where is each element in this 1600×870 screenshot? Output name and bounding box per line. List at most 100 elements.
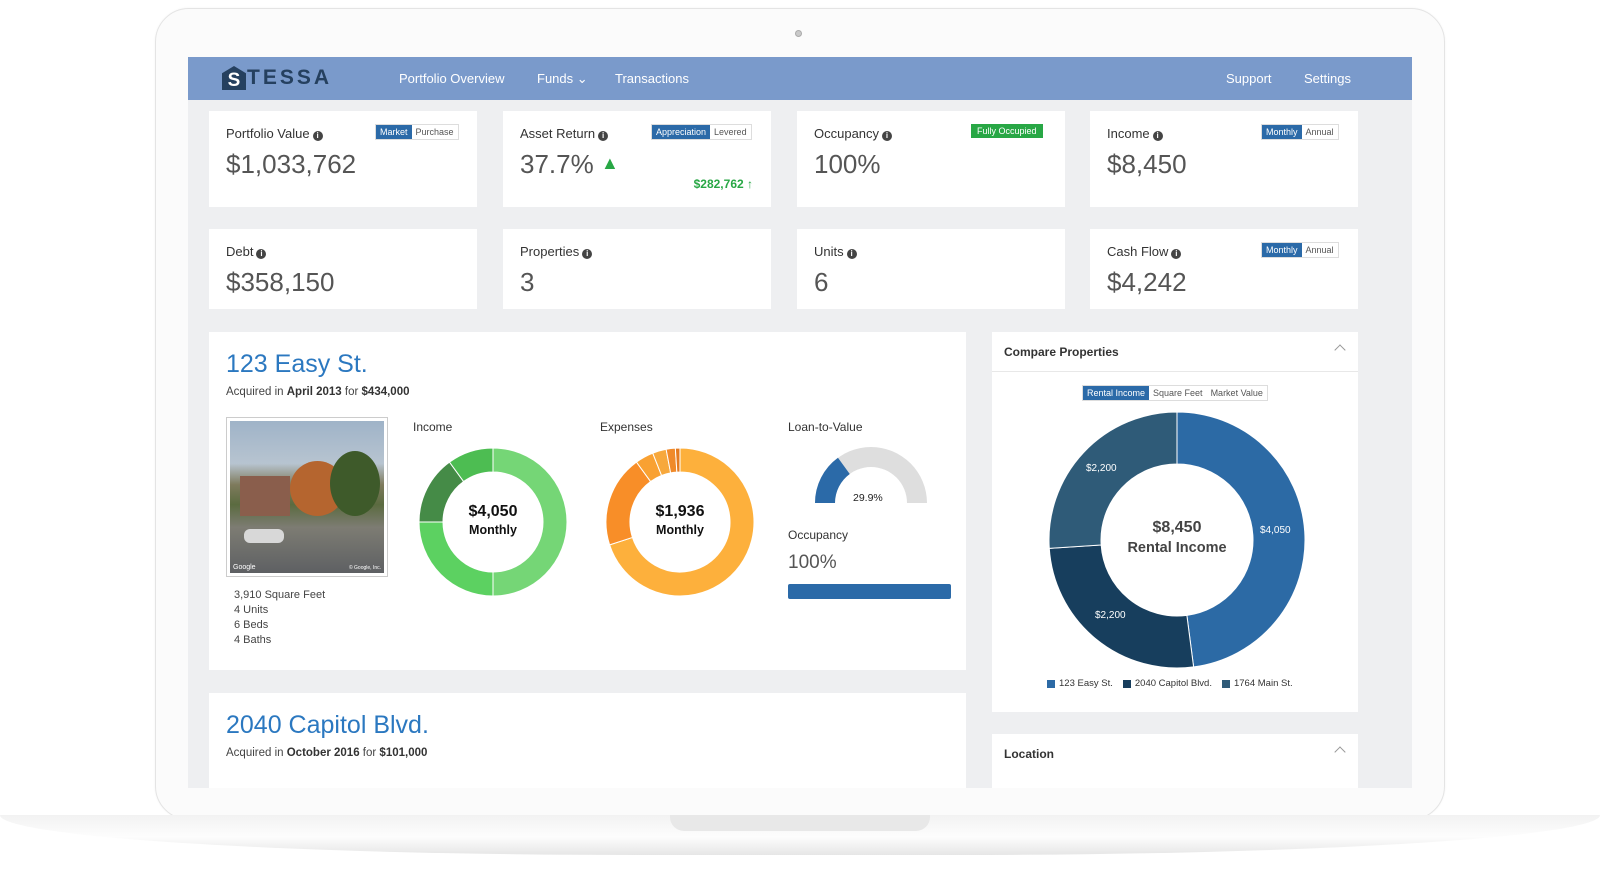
asset-return-card: Asset Return i 37.7% ▲ Appreciation Lever…: [503, 111, 771, 207]
chevron-up-icon[interactable]: [1334, 344, 1346, 356]
ltv-value: 29.9%: [853, 492, 883, 504]
laptop-notch: [670, 815, 930, 831]
toggle-monthly[interactable]: Monthly: [1262, 125, 1302, 139]
compare-slice[interactable]: [1176, 411, 1306, 668]
property-acquired: Acquired in October 2016 for $101,000: [226, 747, 428, 759]
properties-card: Properties i 3: [503, 229, 771, 309]
stat-label: Debt i: [226, 244, 267, 259]
stat-label: Properties i: [520, 244, 593, 259]
stat-label: Income i: [1107, 126, 1163, 141]
expenses-donut-chart[interactable]: [605, 447, 755, 597]
nav-portfolio-overview[interactable]: Portfolio Overview: [399, 71, 505, 86]
compare-slice[interactable]: [1048, 544, 1195, 669]
toggle-rental-income[interactable]: Rental Income: [1083, 386, 1150, 400]
cash-flow-card: Cash Flow i $4,242 Monthly Annual: [1090, 229, 1358, 309]
toggle-monthly[interactable]: Monthly: [1262, 243, 1302, 257]
debt-card: Debt i $358,150: [209, 229, 477, 309]
occupancy-bar-track: [788, 584, 951, 599]
logo-house-icon: S: [222, 66, 246, 90]
spec-square-feet: 3,910 Square Feet: [234, 589, 326, 601]
compare-donut-chart[interactable]: [1047, 410, 1307, 670]
stat-value: $4,242: [1107, 267, 1187, 297]
info-icon[interactable]: i: [256, 249, 267, 259]
ltv-gauge-track: [815, 447, 927, 503]
cash-flow-toggle: Monthly Annual: [1261, 242, 1339, 258]
nav-support[interactable]: Support: [1226, 71, 1272, 86]
portfolio-value-card: Portfolio Value i $1,033,762 Market Purch…: [209, 111, 477, 207]
info-icon[interactable]: i: [312, 131, 323, 141]
expense-slice[interactable]: [674, 447, 681, 473]
stat-value: $358,150: [226, 267, 335, 297]
logo[interactable]: S TESSA: [222, 66, 332, 90]
stat-value: $8,450: [1107, 149, 1187, 179]
camera: [795, 30, 802, 37]
property-title[interactable]: 2040 Capitol Blvd.: [226, 711, 429, 739]
photo-copyright: © Google, Inc.: [348, 565, 381, 571]
occupancy-label: Occupancy: [788, 528, 849, 542]
nav-transactions[interactable]: Transactions: [615, 71, 689, 86]
toggle-market-value[interactable]: Market Value: [1206, 386, 1267, 400]
info-icon[interactable]: i: [882, 131, 893, 141]
stat-label: Units i: [814, 244, 857, 259]
nav-funds[interactable]: Funds ⌄: [537, 71, 588, 87]
legend-item[interactable]: 2040 Capitol Blvd.: [1122, 678, 1212, 689]
chevron-down-icon: ⌄: [576, 71, 588, 86]
property-card-2040-capitol: 2040 Capitol Blvd. Acquired in October 2…: [209, 693, 966, 788]
spec-beds: 6 Beds: [234, 619, 269, 631]
stat-value: 3: [520, 267, 535, 297]
income-slice[interactable]: [492, 447, 568, 597]
income-card: Income i $8,450 Monthly Annual: [1090, 111, 1358, 207]
income-donut-center: $4,050 Monthly: [468, 503, 518, 537]
legend-item[interactable]: 1764 Main St.: [1221, 678, 1293, 689]
toggle-appreciation[interactable]: Appreciation: [652, 125, 711, 139]
compare-legend: 123 Easy St. 2040 Capitol Blvd. 1764 Mai…: [1047, 678, 1293, 689]
value-toggle: Market Purchase: [375, 124, 459, 140]
info-icon[interactable]: i: [846, 249, 857, 259]
property-specs: 3,910 Square Feet 4 Units 6 Beds 4 Baths: [234, 588, 325, 648]
info-icon[interactable]: i: [582, 249, 593, 259]
nav-settings[interactable]: Settings: [1304, 71, 1351, 86]
info-icon[interactable]: i: [1152, 131, 1163, 141]
stat-value: 37.7% ▲: [520, 149, 619, 179]
property-photo[interactable]: Google © Google, Inc.: [226, 417, 388, 577]
income-donut-chart[interactable]: [418, 447, 568, 597]
stat-label: Asset Return i: [520, 126, 609, 141]
nav-funds-label: Funds: [537, 71, 574, 86]
occupancy-value: 100%: [788, 552, 837, 573]
ltv-gauge-chart[interactable]: [811, 445, 931, 507]
legend-item[interactable]: 123 Easy St.: [1047, 678, 1113, 689]
units-card: Units i 6: [797, 229, 1065, 309]
stat-label: Occupancy i: [814, 126, 893, 141]
property-card-123-easy: 123 Easy St. Acquired in April 2013 for …: [209, 332, 966, 670]
toggle-annual[interactable]: Annual: [1301, 243, 1338, 257]
property-title[interactable]: 123 Easy St.: [226, 350, 368, 378]
occupancy-bar: [788, 584, 951, 599]
stat-value: $1,033,762: [226, 149, 357, 179]
compare-toggle: Rental Income Square Feet Market Value: [1082, 385, 1268, 401]
expense-slice[interactable]: [608, 447, 755, 597]
info-icon[interactable]: i: [1171, 249, 1182, 259]
toggle-market[interactable]: Market: [376, 125, 412, 139]
income-toggle: Monthly Annual: [1261, 124, 1339, 140]
toggle-square-feet[interactable]: Square Feet: [1149, 386, 1207, 400]
income-chart-label: Income: [413, 420, 453, 434]
compare-slice[interactable]: [1048, 411, 1178, 549]
compare-properties-panel: Compare Properties Rental Income Square …: [992, 332, 1358, 712]
slice-label: $2,200: [1086, 463, 1117, 474]
toggle-annual[interactable]: Annual: [1301, 125, 1338, 139]
slice-label: $4,050: [1260, 525, 1291, 536]
spec-baths: 4 Baths: [234, 634, 272, 646]
photo-credit: Google: [233, 564, 256, 571]
occupancy-card: Occupancy i 100% Fully Occupied: [797, 111, 1065, 207]
expenses-donut-center: $1,936 Monthly: [655, 503, 705, 537]
toggle-purchase[interactable]: Purchase: [411, 125, 458, 139]
income-slice[interactable]: [448, 447, 494, 483]
fully-occupied-badge: Fully Occupied: [971, 124, 1043, 138]
panel-title: Compare Properties: [1004, 345, 1119, 359]
chevron-up-icon[interactable]: [1334, 746, 1346, 758]
toggle-levered[interactable]: Levered: [710, 125, 751, 139]
info-icon[interactable]: i: [598, 131, 609, 141]
top-navbar: S TESSA Portfolio Overview Funds ⌄ Trans…: [188, 57, 1412, 100]
app-screen: S TESSA Portfolio Overview Funds ⌄ Trans…: [188, 57, 1412, 788]
spec-units: 4 Units: [234, 604, 269, 616]
